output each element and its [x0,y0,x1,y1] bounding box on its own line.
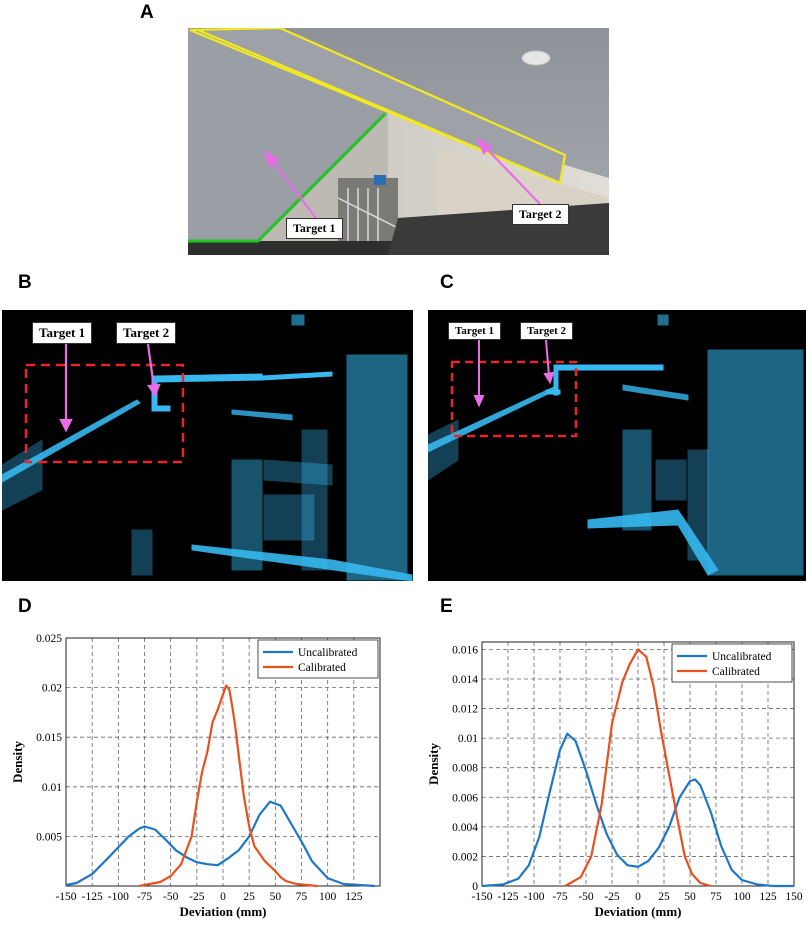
chart-d-legend-label: Calibrated [298,662,346,674]
photo-target2-label: Target 2 [512,204,569,225]
chart-d-series-uncalibrated-line [65,800,375,888]
chart-d-svg: -150 -125 -100 -75 -50 -25 0 25 50 75 100 125 0.005 0… [10,633,381,919]
chart-e-xtick-label: 100 [733,891,751,903]
chart-e-xtick-label: 125 [759,891,777,903]
chart-d-ytick-label: 0.005 [36,831,62,843]
panel-letter-c: C [440,272,454,293]
pointcloud-b-target1-label: Target 1 [32,322,93,344]
chart-d-legend [257,639,379,679]
photo-target1-label: Target 1 [286,218,343,239]
chart-e-xlabel: Deviation (mm) [594,904,681,919]
chart-e-series-uncalibrated-line [481,732,794,888]
chart-e-ytick-label: 0 [472,881,478,893]
chart-e-xtick-label: -50 [578,891,594,903]
pointcloud-c-target1-label: Target 1 [448,322,502,340]
chart-e-ytick-label: 0.014 [452,674,478,686]
chart-d-xtick-label: 75 [296,891,308,903]
chart-d-xtick-label: 125 [345,891,363,903]
chart-e-series-calibrated-line [564,648,712,888]
chart-d-xtick-label: -125 [82,891,103,903]
chart-e-legend-label: Uncalibrated [712,651,772,663]
chart-e-xtick-label: -100 [523,891,544,903]
chart-d-xtick-label: -150 [55,891,76,903]
pointcloud-c-drawing [428,314,804,576]
chart-d-ytick-label: 0.01 [42,782,62,794]
chart-d-legend-label: Uncalibrated [298,647,358,659]
chart-e-xtick-label: -125 [497,891,518,903]
chart-e-xtick-label: 0 [635,891,641,903]
chart-e-xtick-label: 75 [710,891,722,903]
chart-e-svg: -150 -125 -100 -75 -50 -25 0 25 50 75 100 125 150 0 0.… [426,641,803,919]
chart-d-ytick-label: 0.02 [42,683,62,695]
chart-e-xtick-label: -150 [471,891,492,903]
chart-e-plot-frame [481,641,795,887]
pointcloud-b: Target 1 Target 2 [2,310,413,581]
pointcloud-c-target2-label: Target 2 [520,322,574,340]
chart-e-ytick-label: 0.016 [452,644,478,656]
chart-e-ytick-label: 0.004 [452,822,478,834]
chart-d-ytick-label: 0.025 [36,633,62,645]
chart-e-ytick-label: 0.008 [452,763,478,775]
chart-d-ylabel: Density [10,741,25,783]
chart-e-xtick-label: 50 [684,891,696,903]
chart-e-ytick-label: 0.002 [452,851,478,863]
chart-e-ytick-label: 0.012 [452,704,478,716]
chart-e-xtick-label: -75 [552,891,568,903]
panel-letter-b: B [18,272,32,293]
pointcloud-b-drawing [2,314,413,581]
chart-e-ytick-label: 0.006 [452,792,478,804]
chart-d-xtick-label: -25 [189,891,205,903]
panel-letter-a: A [140,2,154,23]
chart-e-legend [671,643,793,683]
chart-e-legend-label: Calibrated [712,666,760,678]
chart-d-xtick-label: 25 [243,891,255,903]
chart-d-plot-frame [65,637,381,887]
chart-d-xlabel: Deviation (mm) [179,904,266,919]
chart-d-xtick-label: -50 [163,891,179,903]
chart-d-xtick-label: -75 [137,891,153,903]
chart-e: -150 -125 -100 -75 -50 -25 0 25 50 75 100 125 150 0 0.… [412,628,809,926]
stairwell-photo: Target 1 Target 2 [188,28,609,255]
chart-e-ytick-label: 0.01 [458,733,478,745]
chart-d: -150 -125 -100 -75 -50 -25 0 25 50 75 100 125 0.005 0… [0,628,400,926]
chart-e-xtick-label: -25 [604,891,620,903]
chart-d-xtick-label: 100 [319,891,337,903]
chart-e-xtick-label: 150 [785,891,803,903]
panel-letter-e: E [440,596,453,617]
chart-d-xtick-label: 0 [220,891,226,903]
chart-d-ytick-label: 0.015 [36,732,62,744]
pointcloud-c: Target 1 Target 2 [428,310,806,581]
chart-e-xtick-label: 25 [658,891,670,903]
chart-d-xtick-label: 50 [270,891,282,903]
chart-d-series-calibrated-line [139,684,318,888]
chart-e-ylabel: Density [426,743,441,785]
panel-letter-d: D [18,596,32,617]
chart-d-xtick-label: -100 [108,891,129,903]
pointcloud-b-target2-label: Target 2 [116,322,177,344]
